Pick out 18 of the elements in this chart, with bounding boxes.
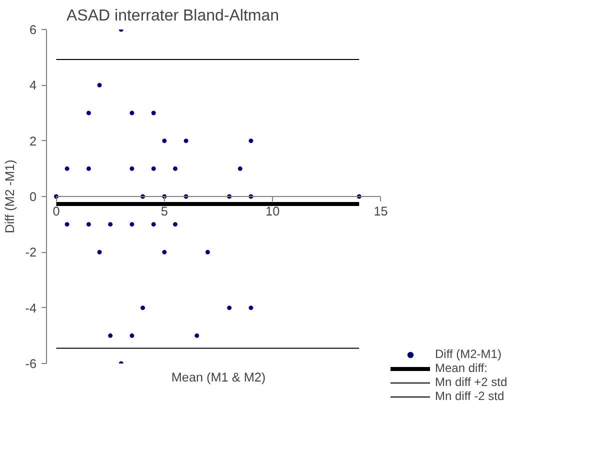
y-axis-title: Diff (M2 -M1): [3, 160, 18, 234]
legend-label: Mean diff:: [435, 361, 488, 375]
x-tick-label: 0: [52, 204, 60, 218]
y-tick-label: -2: [25, 246, 37, 260]
y-tick-label: 0: [29, 190, 37, 204]
y-tick-label: 6: [29, 23, 37, 37]
x-tick-label: 10: [266, 204, 280, 218]
legend-label: Mn diff -2 std: [435, 389, 504, 403]
y-tick-label: -6: [25, 357, 37, 371]
y-tick-label: 2: [29, 134, 37, 148]
x-tick-label: 5: [160, 204, 168, 218]
x-axis-title: Mean (M1 & M2): [171, 370, 266, 384]
legend-label: Mn diff +2 std: [435, 375, 508, 389]
y-tick-label: -4: [25, 301, 37, 316]
chart-title: ASAD interrater Bland-Altman: [66, 8, 280, 24]
y-tick-label: 4: [29, 78, 37, 93]
x-tick-label: 15: [374, 204, 388, 218]
legend-label: Diff (M2-M1): [435, 347, 502, 361]
